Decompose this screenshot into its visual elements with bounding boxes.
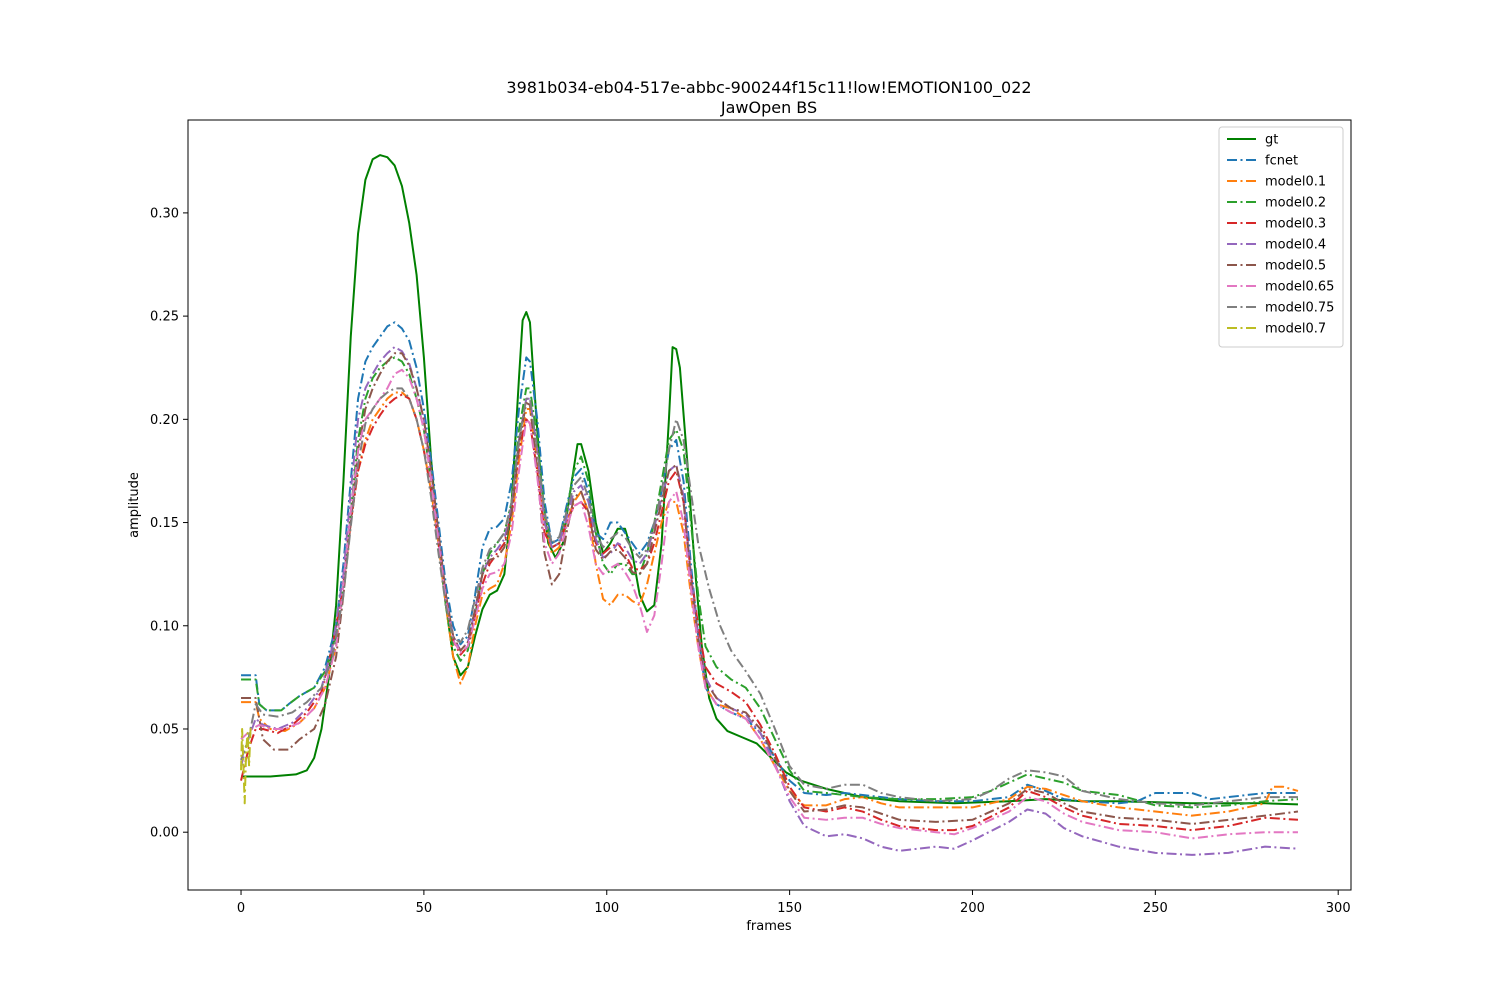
legend-label: model0.1 bbox=[1265, 175, 1326, 190]
legend-label: model0.5 bbox=[1265, 259, 1326, 274]
legend-label: model0.7 bbox=[1265, 322, 1326, 337]
y-axis-label: amplitude bbox=[127, 472, 142, 538]
chart-title: 3981b034-eb04-517e-abbc-900244f15c11!low… bbox=[506, 78, 1031, 98]
legend: gt fcnet model0.1 model0.2 model0.3 model0.4 m… bbox=[1218, 126, 1344, 348]
legend-label: model0.3 bbox=[1265, 217, 1326, 232]
series-lines bbox=[240, 154, 1299, 856]
legend-label: gt bbox=[1265, 133, 1278, 148]
chart-subtitle: JawOpen BS bbox=[720, 98, 817, 117]
series-line-model0-3 bbox=[240, 393, 1299, 832]
series-line-fcnet bbox=[241, 321, 1298, 805]
x-tick-label: 300 bbox=[1326, 901, 1351, 916]
series-line-model0-75 bbox=[240, 387, 1298, 807]
y-tick-label: 0.05 bbox=[150, 722, 179, 737]
legend-label: model0.2 bbox=[1265, 196, 1326, 211]
y-tick-label: 0.10 bbox=[150, 619, 179, 634]
x-tick-label: 150 bbox=[777, 901, 802, 916]
series-line-gt bbox=[241, 154, 1299, 806]
legend-label: model0.75 bbox=[1265, 301, 1334, 316]
x-tick-label: 250 bbox=[1143, 901, 1168, 916]
y-tick-label: 0.20 bbox=[150, 413, 179, 428]
x-tick-label: 50 bbox=[416, 901, 433, 916]
series-line-model0-2 bbox=[241, 356, 1299, 809]
plot-area bbox=[240, 154, 1299, 856]
y-tick-label: 0.15 bbox=[150, 516, 179, 531]
x-tick-label: 100 bbox=[594, 901, 619, 916]
series-line-model0-4 bbox=[240, 346, 1299, 856]
axes-frame bbox=[187, 119, 1352, 891]
x-axis-label: frames bbox=[746, 919, 792, 934]
y-tick-label: 0.30 bbox=[150, 206, 179, 221]
series-line-model0-7 bbox=[240, 724, 253, 805]
series-line-model0-1 bbox=[241, 391, 1299, 817]
x-tick-label: 0 bbox=[237, 901, 245, 916]
series-line-model0-5 bbox=[241, 352, 1299, 825]
axes: 0 50 100 150 200 250 300 0.00 0.05 0.10 0.15 0.20 0.… bbox=[150, 119, 1352, 916]
legend-label: model0.4 bbox=[1265, 238, 1326, 253]
legend-label: model0.65 bbox=[1265, 280, 1334, 295]
y-tick-label: 0.25 bbox=[150, 310, 179, 325]
legend-label: fcnet bbox=[1265, 154, 1298, 169]
y-tick-label: 0.00 bbox=[150, 826, 179, 841]
x-tick-label: 200 bbox=[960, 901, 985, 916]
